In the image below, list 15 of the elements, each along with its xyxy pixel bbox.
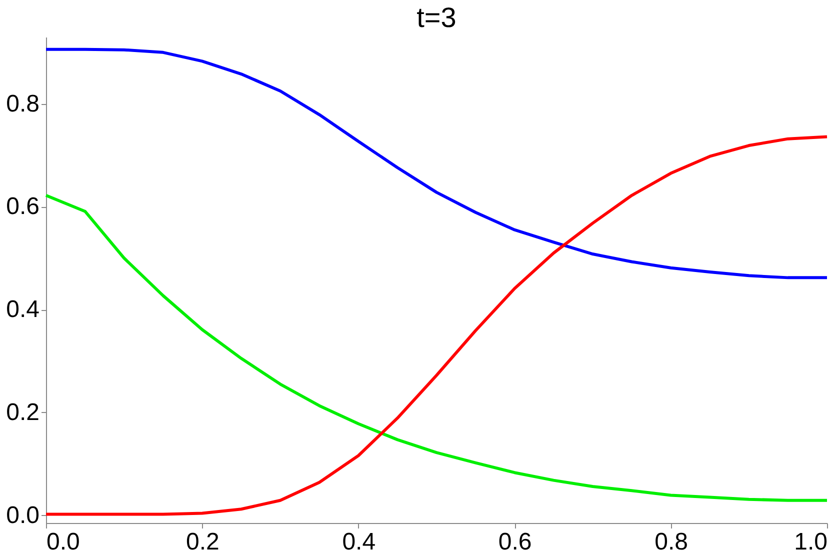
x-tick-label: 0.2 [186,528,220,556]
y-tick-label: 0.0 [6,502,40,529]
y-tick-label: 0.4 [6,296,40,324]
x-tick-label: 0.0 [46,528,80,556]
x-tick-label: 0.6 [498,528,532,556]
line-series [44,194,828,502]
y-tick-label: 0.8 [6,90,40,118]
line-series [44,135,828,516]
y-tick-label: 0.2 [6,398,40,426]
y-tick-label: 0.6 [6,193,40,220]
line-series [44,48,828,280]
x-tick-label: 0.4 [342,528,376,556]
chart-title: t=3 [416,2,456,33]
x-tick-label: 0.8 [654,528,688,556]
x-tick-label: 1.0 [794,528,828,556]
